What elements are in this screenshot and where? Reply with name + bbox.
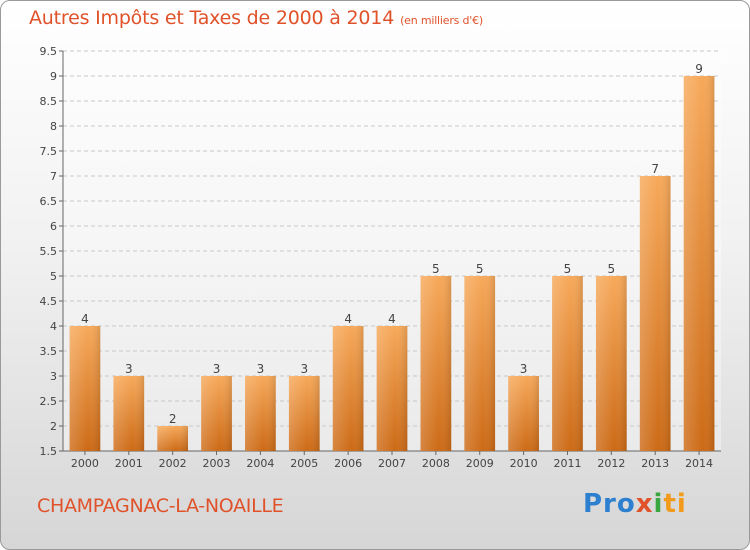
bar-value-label: 5	[564, 262, 572, 276]
bar-shade-2005	[288, 376, 320, 451]
bar-shade-2006	[332, 326, 364, 451]
bar-value-label: 7	[651, 162, 659, 176]
bar-shade-2013	[639, 176, 671, 451]
x-tick-label: 2012	[597, 457, 625, 470]
y-tick-label: 8	[50, 120, 57, 133]
logo-part-4: ti	[663, 489, 687, 519]
bar-shade-2010	[508, 376, 539, 451]
x-tick-label: 2014	[685, 457, 713, 470]
bar-value-label: 9	[695, 62, 703, 76]
y-tick-label: 3.5	[40, 345, 58, 358]
bar-value-label: 5	[432, 262, 440, 276]
y-tick-label: 2.5	[40, 395, 58, 408]
y-tick-label: 4.5	[40, 295, 58, 308]
bar-value-label: 3	[300, 362, 308, 376]
chart-unit: (en milliers d'€)	[400, 14, 483, 27]
y-tick-label: 9.5	[40, 45, 58, 58]
x-tick-label: 2001	[115, 457, 143, 470]
commune-name: CHAMPAGNAC-LA-NOAILLE	[37, 495, 284, 517]
x-tick-label: 2000	[71, 457, 99, 470]
chart-title-text: Autres Impôts et Taxes de 2000 à 2014	[29, 7, 395, 29]
x-tick-label: 2006	[334, 457, 362, 470]
bar-shade-2007	[376, 326, 408, 451]
y-tick-label: 6	[50, 220, 57, 233]
bar-shade-2012	[595, 276, 627, 451]
bar-shade-2003	[201, 376, 232, 451]
bar-value-label: 3	[257, 362, 265, 376]
bar-value-label: 5	[608, 262, 616, 276]
bar-shade-2011	[552, 276, 583, 451]
logo-part-3: i	[653, 489, 664, 519]
bar-value-label: 3	[213, 362, 221, 376]
x-tick-label: 2013	[641, 457, 669, 470]
y-tick-label: 5.5	[40, 245, 58, 258]
logo-part-2: x	[635, 489, 654, 519]
y-tick-label: 8.5	[40, 95, 58, 108]
bar-value-label: 5	[476, 262, 484, 276]
x-tick-label: 2009	[466, 457, 494, 470]
y-tick-label: 2	[50, 420, 57, 433]
x-tick-label: 2002	[159, 457, 187, 470]
bar-value-label: 3	[125, 362, 133, 376]
bar-shade-2008	[420, 276, 452, 451]
bar-value-label: 4	[81, 312, 89, 326]
y-tick-label: 4	[50, 320, 57, 333]
x-tick-label: 2008	[422, 457, 450, 470]
x-tick-label: 2004	[246, 457, 274, 470]
bar-shade-2000	[69, 326, 101, 451]
y-tick-label: 5	[50, 270, 57, 283]
y-tick-label: 6.5	[40, 195, 58, 208]
y-tick-label: 7.5	[40, 145, 58, 158]
y-tick-label: 9	[50, 70, 57, 83]
bar-value-label: 4	[344, 312, 352, 326]
bar-shade-2014	[683, 76, 715, 451]
y-tick-label: 1.5	[40, 445, 58, 458]
y-tick-label: 7	[50, 170, 57, 183]
bar-value-label: 4	[388, 312, 396, 326]
bar-shade-2001	[113, 376, 145, 451]
x-tick-label: 2011	[553, 457, 581, 470]
x-tick-label: 2003	[203, 457, 231, 470]
proxiti-logo: Proxiti	[583, 489, 687, 519]
y-tick-label: 3	[50, 370, 57, 383]
x-tick-label: 2010	[510, 457, 538, 470]
bar-value-label: 2	[169, 412, 177, 426]
x-tick-label: 2007	[378, 457, 406, 470]
bar-value-label: 3	[520, 362, 528, 376]
x-tick-label: 2005	[290, 457, 318, 470]
bar-shade-2009	[464, 276, 496, 451]
chart-title: Autres Impôts et Taxes de 2000 à 2014 (en…	[29, 7, 483, 29]
bar-shade-2004	[245, 376, 276, 451]
bar-shade-2002	[157, 426, 189, 451]
logo-part-1: Pro	[583, 489, 636, 519]
